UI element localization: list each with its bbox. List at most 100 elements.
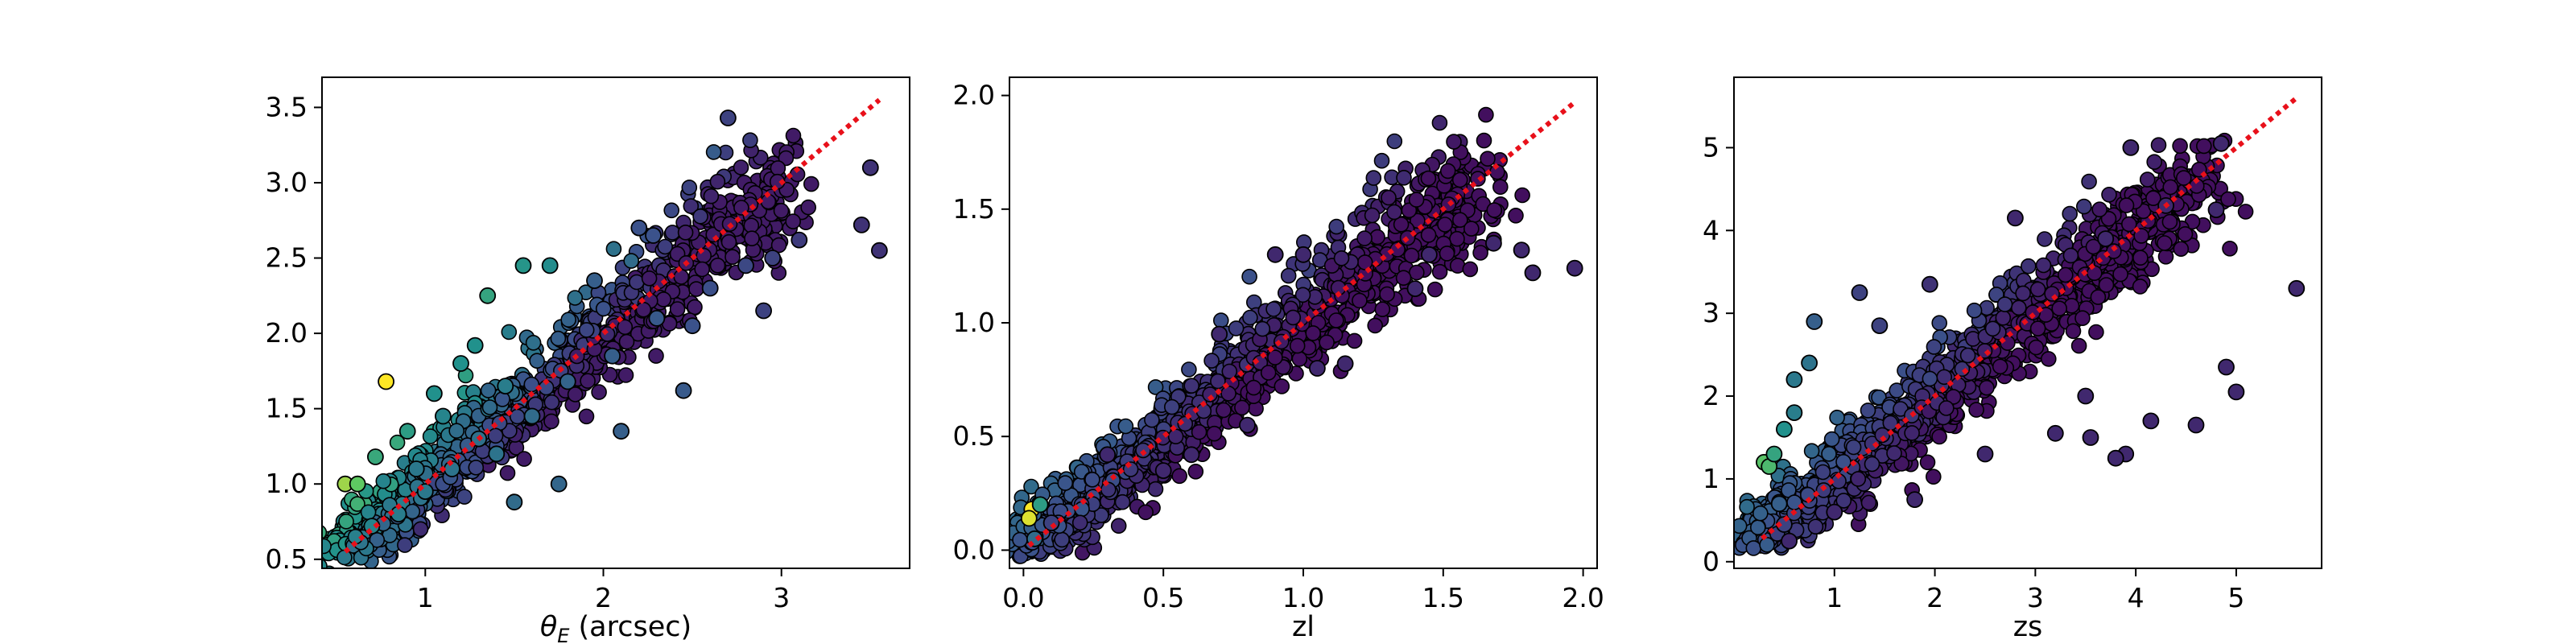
panel-zs-cloud-point [2220,191,2236,208]
panel-zs-cloud-point [1716,526,1731,540]
panel-theta-e-cloud-point [322,538,332,555]
panel-theta-e-point [648,309,666,327]
panel-zs-point [2212,134,2230,152]
panel-zl-cloud-point [1137,504,1154,521]
panel-theta-e-cloud-point [525,334,542,351]
panel-zs-cloud-point [1926,339,1942,355]
panel-zs-cloud-point [2132,250,2149,266]
panel-zl-ytick-label: 1.0 [953,307,995,338]
panel-theta-e-point [407,460,425,477]
panel-theta-e-point [426,385,443,402]
panel-theta-e-cloud-point [307,540,321,555]
panel-theta-e-cloud-point [599,326,616,342]
panel-zl-cloud-point [1472,245,1488,261]
panel-zs-cloud-point [1979,379,1995,396]
panel-zl-cloud-point [1480,151,1496,167]
panel-zl-cloud-point [1241,268,1257,285]
panel-zs-cloud-point [2222,240,2238,257]
panel-theta-e-point [613,423,630,440]
panel-zl-cloud-point [1057,475,1074,491]
panel-zs-cloud-point [2015,285,2031,302]
panel-zl-point [1309,360,1326,377]
panel-zs-cloud-point [2088,324,2104,341]
panel-zl-points [1020,234,1583,547]
panel-theta-e-cloud-point [657,238,674,255]
panel-theta-e-point [604,347,621,365]
panel-zl-cloud-point [1221,363,1238,380]
panel-zl-point [1042,514,1060,531]
panel-theta-e-cloud-point [744,230,760,247]
panel-zl-point [1154,462,1172,479]
panel-zl-cloud-point [1220,385,1236,402]
panel-zs-cloud-point [1871,389,1887,406]
panel-zl-cloud-point [1386,133,1403,150]
panel-zs-point [1871,317,1889,335]
panel-zs-cloud-point [2098,277,2115,293]
panel-zl-cloud-point [1071,514,1088,531]
panel-zl-cloud-point [1023,478,1039,495]
panel-zs-point [2082,429,2099,446]
panel-theta-e-cloud-point [673,269,690,285]
panel-zl-cloud-point [1373,152,1390,169]
panel-theta-e-cloud-point [501,324,518,341]
panel-zs-cloud-point [1984,320,2001,337]
panel-zl-point [1031,496,1049,514]
panel-theta-e-point [488,445,506,463]
panel-zs-cloud-point [1919,454,1936,471]
panel-zl-cloud-point [1352,292,1368,309]
panel-zl-cloud-point [1463,221,1480,237]
panel-zl-point [1294,246,1312,263]
panel-zl-cloud-point [1289,337,1306,354]
panel-zs-cloud-point [2101,187,2117,203]
panel-theta-e-cloud-point [669,301,686,317]
panel-theta-e-cloud-point [770,160,786,176]
panel-zl-cloud-point [1486,202,1503,218]
panel-zl-cloud-point [1409,264,1425,281]
panel-theta-e-cloud-point [664,225,681,241]
panel-theta-e-point [871,242,888,259]
panel-theta-e-cloud-point [720,233,737,250]
panel-zl-cloud-point [1439,163,1456,180]
panel-zl-cloud-point [1100,481,1117,498]
panel-zl-cloud-point [1084,471,1100,488]
panel-theta-e-ytick-label: 2.5 [266,242,308,274]
panel-zl-cloud-point [1183,378,1199,394]
panel-zs-point [2288,279,2306,297]
panel-zs-cloud-point [2172,138,2188,155]
panel-zs-cloud-point [2161,213,2178,230]
panel-zl-ticks: 0.0 0.5 1.0 1.5 2.0 0.0 0.5 1.0 1.5 2.0 [953,80,1604,613]
panel-zs-ytick-label: 3 [1703,297,1719,328]
panel-zs-cloud-point [1996,296,2013,312]
panel-theta-e-cloud-point [709,173,726,190]
panel-zl-cloud-point [1333,250,1350,266]
panel-zs-cloud-point [2074,310,2091,327]
panel-theta-e-cloud-point [655,291,672,308]
panel-zl-cloud-point [1191,423,1208,440]
panel-zs-cloud-point [1807,518,1824,535]
panel-zs-cloud-point [2062,247,2079,264]
panel-zs-cloud-point [1835,453,1852,470]
panel-theta-e-cloud-point [578,322,595,338]
panel-theta-e-point [366,448,384,465]
panel-zs-cloud-point [2121,216,2137,233]
panel-zl-cloud-point [1285,309,1302,326]
panel-zs-cloud-point [2133,228,2149,244]
panel-zs-cloud-point [2076,198,2092,215]
panel-zl-cloud-point [1408,192,1425,208]
panel-zs-cloud-point [2177,225,2194,242]
panel-theta-e-cloud-point [641,270,658,287]
panel-theta-e-ytick-label: 2.0 [266,317,308,349]
panel-theta-e-cloud-point [389,434,406,451]
panel-zl-cloud-point [1346,332,1363,349]
panel-theta-e-xtick-label: 3 [773,582,790,613]
panel-zl-cloud-point [1213,312,1229,328]
panel-theta-e-point [550,475,568,493]
panel-zs-cloud-point [1759,536,1775,553]
panel-zl-cloud-point [1395,270,1412,287]
panel-zs-cloud-point [1706,531,1720,546]
panel-zs-cloud-point [2100,210,2117,227]
panel-zs-cloud-point [2090,289,2107,305]
panel-theta-e-xtick-label: 2 [595,582,612,613]
panel-theta-e-reference-line [343,97,881,554]
panel-theta-e-ytick-label: 3.5 [266,91,308,122]
